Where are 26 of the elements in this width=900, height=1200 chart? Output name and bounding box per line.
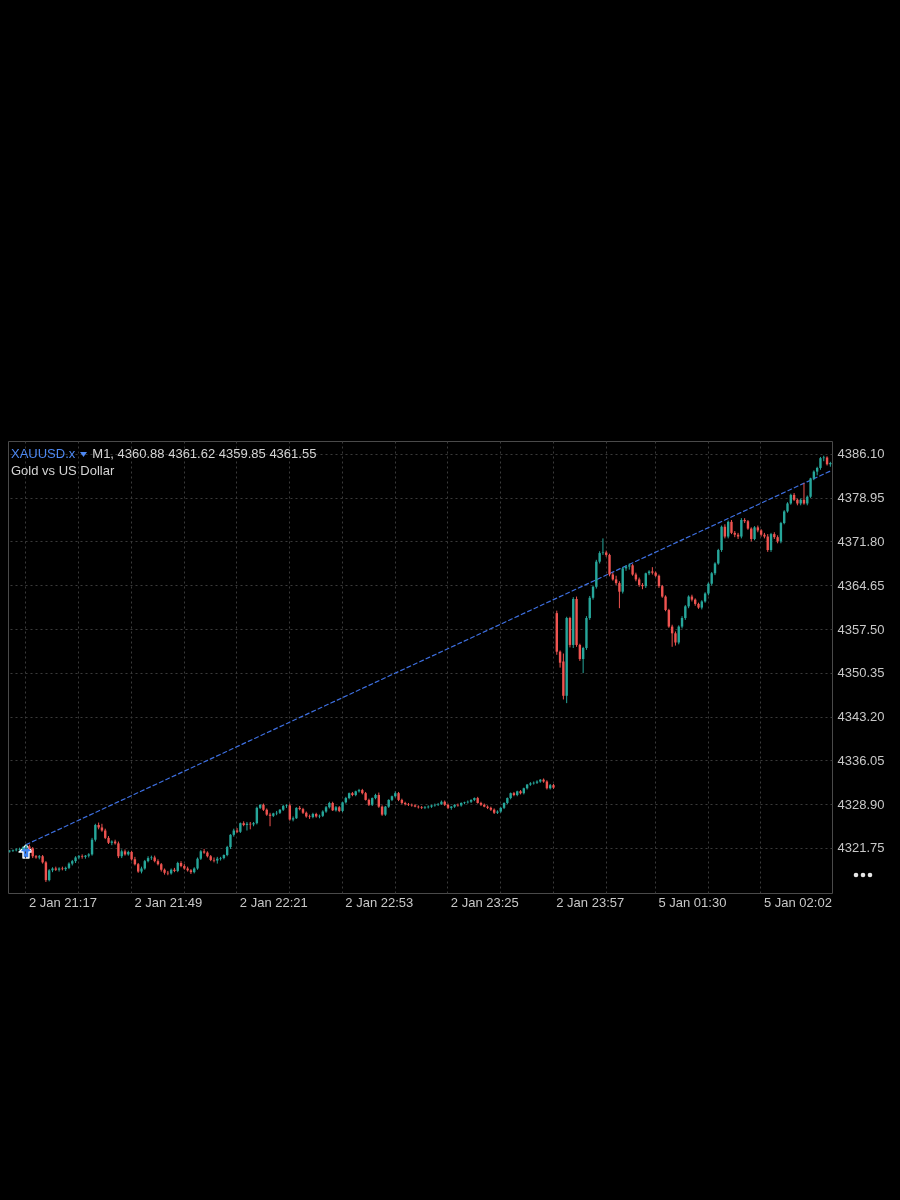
y-tick-label: 4364.65 — [837, 577, 885, 593]
y-tick-label: 4357.50 — [837, 621, 885, 637]
y-tick-label: 4343.20 — [837, 709, 885, 725]
y-tick-label: 4350.35 — [837, 665, 885, 681]
y-tick-label: 4321.75 — [837, 840, 885, 856]
y-tick-label: 4336.05 — [837, 752, 885, 768]
y-tick-label: 4371.80 — [837, 533, 885, 549]
text: Gold vs US Dollar — [11, 463, 116, 478]
x-tick-label: 2 Jan 22:53 — [345, 894, 414, 910]
candlestick — [608, 553, 611, 577]
x-tick-label: 2 Jan 23:57 — [556, 894, 625, 910]
candlestick — [740, 517, 743, 539]
y-tick-label: 4328.90 — [837, 796, 885, 812]
x-tick-label: 5 Jan 02:02 — [763, 894, 832, 910]
x-tick-label: 2 Jan 23:25 — [450, 894, 519, 910]
candlestick — [618, 580, 621, 609]
candlestick — [202, 848, 206, 855]
chart-title: XAUUSD.x — [11, 446, 76, 461]
annotation: M1, 4360.88 4361.62 4359.85 4361.55 — [92, 446, 317, 461]
x-tick-label: 2 Jan 22:21 — [239, 894, 308, 910]
candlestick — [11, 849, 15, 853]
y-tick-label: 4378.95 — [837, 490, 885, 506]
y-tick-label: 4386.10 — [837, 446, 885, 462]
x-tick-label: 2 Jan 21:17 — [28, 894, 97, 910]
x-tick-label: 5 Jan 01:30 — [658, 894, 727, 910]
x-tick-label: 2 Jan 21:49 — [134, 894, 203, 910]
